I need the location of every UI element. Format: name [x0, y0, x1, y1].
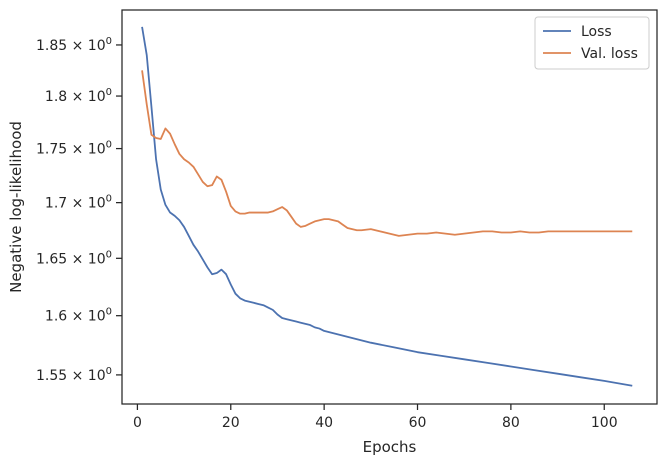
y-tick-label: 1.85 × 100 — [36, 36, 112, 54]
legend-label-val-loss: Val. loss — [581, 46, 638, 62]
y-tick-label: 1.55 × 100 — [36, 366, 112, 384]
plot-frame — [121, 9, 658, 405]
y-tick-label: 1.75 × 100 — [36, 140, 112, 158]
y-tick-label: 1.8 × 100 — [45, 87, 112, 105]
x-tick-label: 0 — [133, 415, 142, 431]
x-tick-label: 20 — [222, 415, 240, 431]
series-line-loss — [141, 26, 633, 387]
x-tick-label: 40 — [315, 415, 333, 431]
x-tick-label: 80 — [502, 415, 520, 431]
x-tick-label: 60 — [409, 415, 427, 431]
legend-box — [534, 16, 650, 70]
plot-area — [141, 26, 633, 387]
series-line-val-loss — [141, 70, 633, 237]
x-axis: 0 20 40 60 80 100 — [133, 404, 618, 431]
y-axis: 1.55 × 100 1.6 × 100 1.65 × 100 1.7 × 100 1.… — [36, 36, 122, 384]
x-axis-label: Epochs — [363, 438, 417, 456]
x-tick-label: 100 — [591, 415, 618, 431]
y-tick-label: 1.7 × 100 — [45, 194, 112, 212]
legend-label-loss: Loss — [581, 24, 612, 40]
y-axis-label: Negative log-likelihood — [7, 121, 25, 293]
y-tick-label: 1.6 × 100 — [45, 307, 112, 325]
y-tick-label: 1.65 × 100 — [36, 249, 112, 267]
legend: Loss Val. loss — [534, 16, 650, 70]
